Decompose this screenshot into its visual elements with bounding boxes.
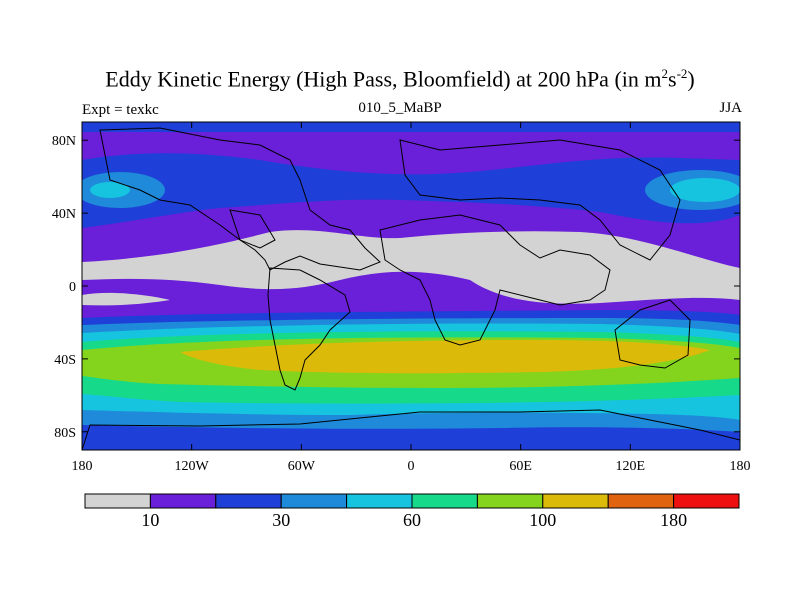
australia-outline [614, 299, 691, 369]
colorbar: 10 30 60 100 180 [84, 493, 740, 530]
band-north-blue [82, 153, 740, 228]
lat-tick-label: 80N [52, 134, 76, 149]
band-south-8 [82, 425, 740, 450]
greenland-outline [229, 209, 276, 249]
lon-tick-label: 60W [288, 459, 316, 474]
cell-equatorial-west [82, 292, 170, 306]
latitude-axis: 80N 40N 0 40S 80S [52, 134, 740, 441]
colorbar-swatch [84, 493, 151, 509]
band-south-6 [180, 340, 710, 374]
colorbar-swatch [673, 493, 740, 509]
colorbar-swatch [149, 493, 217, 509]
colorbar-swatch [346, 493, 413, 509]
band-equatorial [82, 230, 740, 304]
colorbar-label: 60 [403, 510, 421, 530]
colorbar-label: 10 [141, 510, 159, 530]
cell-north-east-core [670, 178, 740, 202]
chart-title: Eddy Kinetic Energy (High Pass, Bloomfie… [105, 66, 695, 92]
eke-field [82, 122, 740, 450]
experiment-label: Expt = texkc [82, 102, 159, 118]
colorbar-label: 100 [529, 510, 556, 530]
lon-tick-label: 60E [509, 459, 532, 474]
lat-tick-label: 0 [69, 280, 76, 295]
lon-tick-label: 120E [616, 459, 646, 474]
lat-tick-label: 80S [54, 426, 76, 441]
lon-tick-label: 180 [730, 459, 751, 474]
colorbar-swatch [542, 493, 609, 509]
colorbar-swatch [411, 493, 478, 509]
lon-tick-label: 180 [72, 459, 93, 474]
longitude-axis: 180 120W 60W 0 60E 120E 180 [72, 122, 751, 474]
lon-tick-label: 0 [408, 459, 415, 474]
season-label: JJA [719, 100, 742, 116]
colorbar-label: 30 [272, 510, 290, 530]
cell-north-west-core [90, 182, 130, 198]
eurasia-africa-outline [379, 214, 611, 346]
colorbar-swatch [476, 493, 544, 509]
lat-tick-label: 40N [52, 207, 76, 222]
colorbar-swatch [607, 493, 675, 509]
chart-subtitle: 010_5_MaBP [358, 100, 442, 116]
colorbar-label: 180 [660, 510, 687, 530]
coastlines [82, 127, 740, 450]
south-america-outline [267, 267, 351, 391]
colorbar-swatch [280, 493, 348, 509]
lat-tick-label: 40S [54, 353, 76, 368]
north-america-outline [99, 127, 381, 271]
asia-outline [399, 139, 681, 261]
lon-tick-label: 120W [175, 459, 210, 474]
colorbar-swatch [215, 493, 282, 509]
antarctica-outline [82, 409, 740, 450]
